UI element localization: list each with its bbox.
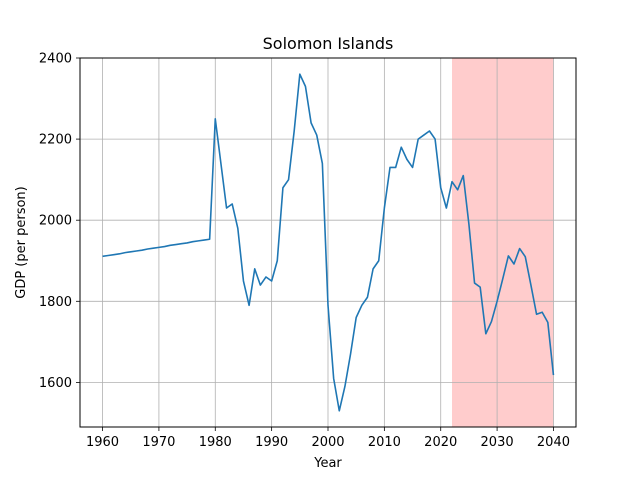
x-tick-label: 2030 <box>481 435 514 450</box>
x-tick-label: 1990 <box>255 435 288 450</box>
x-axis-title: Year <box>313 456 342 471</box>
x-tick-label: 2020 <box>424 435 457 450</box>
shaded-region-layer <box>452 58 554 427</box>
y-tick-label: 2000 <box>39 214 72 229</box>
x-tick-label: 2000 <box>311 435 344 450</box>
x-tick-label: 1980 <box>199 435 232 450</box>
x-tick-label: 2010 <box>368 435 401 450</box>
x-tick-label: 1970 <box>142 435 175 450</box>
shaded-region <box>452 58 554 427</box>
y-tick-label: 1800 <box>39 295 72 310</box>
x-tick-label: 2040 <box>537 435 570 450</box>
y-tick-label: 2200 <box>39 133 72 148</box>
chart-title: Solomon Islands <box>263 34 394 53</box>
y-axis-title: GDP (per person) <box>14 186 29 299</box>
y-tick-label: 1600 <box>39 376 72 391</box>
x-tick-label: 1960 <box>86 435 119 450</box>
series-layer <box>102 73 555 412</box>
series-line <box>102 73 555 412</box>
y-tick-label: 2400 <box>39 52 72 67</box>
y-axis-ticks: 1600 1800 2000 2200 2400 <box>39 52 80 391</box>
x-axis-ticks: 1960 1970 1980 1990 2000 2010 2020 2030 2040 <box>86 427 570 450</box>
